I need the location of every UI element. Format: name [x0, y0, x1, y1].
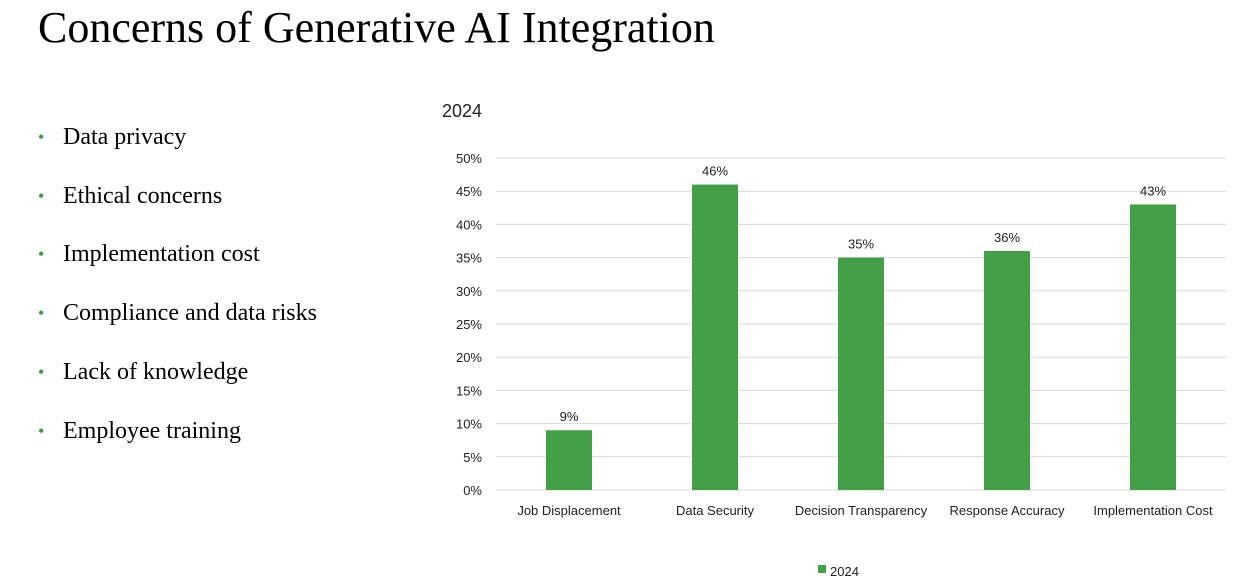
y-tick-label: 20%: [456, 350, 482, 365]
bullet-dot-icon: •: [38, 420, 45, 441]
legend-label: 2024: [830, 564, 859, 576]
y-tick-label: 0%: [463, 483, 482, 498]
bullet-item: • Data privacy: [38, 108, 317, 167]
y-tick-label: 30%: [456, 284, 482, 299]
bullet-item: • Implementation cost: [38, 226, 317, 285]
bullet-dot-icon: •: [38, 244, 45, 265]
bar-chart: 2024 0% 5% 10% 15% 20% 25% 30% 35% 40% 45% 50% 9% Jo…: [420, 90, 1240, 576]
bullet-item: • Compliance and data risks: [38, 284, 317, 343]
y-tick-label: 10%: [456, 417, 482, 432]
data-label: 46%: [702, 164, 728, 179]
data-label: 35%: [848, 237, 874, 252]
x-tick-label: Implementation Cost: [1093, 503, 1213, 518]
chart-title: 2024: [442, 101, 482, 121]
y-tick-label: 15%: [456, 383, 482, 398]
bar: [546, 430, 592, 490]
bullet-text: Implementation cost: [63, 241, 260, 268]
data-label: 9%: [560, 409, 579, 424]
y-tick-label: 5%: [463, 450, 482, 465]
y-tick-label: 40%: [456, 217, 482, 232]
bullet-text: Compliance and data risks: [63, 300, 317, 327]
bar: [984, 250, 1030, 490]
bar: [838, 257, 884, 490]
y-tick-label: 35%: [456, 251, 482, 266]
bar: [1130, 204, 1176, 490]
bullet-item: • Employee training: [38, 402, 317, 461]
x-tick-label: Data Security: [676, 503, 755, 518]
bullet-dot-icon: •: [38, 303, 45, 324]
bullet-dot-icon: •: [38, 126, 45, 147]
bullet-item: • Ethical concerns: [38, 167, 317, 226]
y-tick-label: 50%: [456, 151, 482, 166]
bullet-text: Data privacy: [63, 123, 187, 150]
y-tick-label: 25%: [456, 317, 482, 332]
chart-canvas: 2024 0% 5% 10% 15% 20% 25% 30% 35% 40% 45% 50% 9% Jo…: [442, 101, 1226, 576]
x-tick-label: Response Accuracy: [950, 503, 1065, 518]
bullet-list: • Data privacy • Ethical concerns • Impleme…: [38, 108, 317, 461]
x-tick-label: Job Displacement: [517, 503, 621, 518]
y-tick-label: 45%: [456, 184, 482, 199]
bullet-item: • Lack of knowledge: [38, 343, 317, 402]
bullet-text: Ethical concerns: [63, 182, 223, 209]
data-label: 43%: [1140, 183, 1166, 198]
x-tick-label: Decision Transparency: [795, 503, 928, 518]
data-label: 36%: [994, 230, 1020, 245]
bullet-dot-icon: •: [38, 362, 45, 383]
bullet-text: Employee training: [63, 417, 241, 444]
bullet-text: Lack of knowledge: [63, 359, 249, 386]
bullet-dot-icon: •: [38, 185, 45, 206]
bar: [692, 184, 738, 490]
legend-swatch: [818, 565, 826, 573]
slide-title: Concerns of Generative AI Integration: [38, 3, 715, 52]
